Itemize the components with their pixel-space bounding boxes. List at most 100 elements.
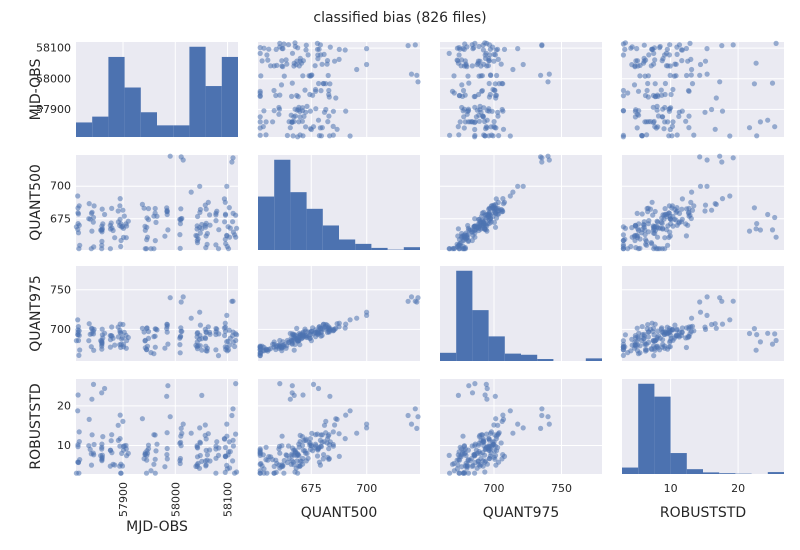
scatter-point bbox=[139, 201, 145, 207]
scatter-point bbox=[477, 58, 483, 64]
scatter-point bbox=[123, 345, 129, 351]
scatter-point bbox=[207, 212, 213, 218]
scatter-point bbox=[620, 242, 627, 248]
scatter-point bbox=[772, 331, 778, 337]
scatter-point bbox=[697, 309, 704, 315]
scatter-point bbox=[491, 422, 497, 428]
scatter-point bbox=[330, 443, 336, 449]
scatter-point bbox=[634, 46, 640, 52]
scatter-point bbox=[687, 40, 693, 47]
scatter-point bbox=[515, 421, 521, 427]
scatter-point bbox=[465, 73, 471, 79]
scatter-point bbox=[510, 430, 516, 436]
scatter-point bbox=[199, 347, 205, 353]
scatter-point bbox=[300, 334, 306, 340]
scatter-point bbox=[107, 246, 113, 252]
scatter-point bbox=[257, 114, 263, 120]
scatter-point bbox=[683, 45, 690, 52]
scatter-point bbox=[499, 80, 505, 87]
scatter-point bbox=[232, 470, 238, 476]
scatter-point bbox=[300, 330, 306, 336]
scatter-point bbox=[484, 40, 490, 47]
scatter-point bbox=[769, 227, 776, 233]
scatter-point bbox=[469, 63, 475, 69]
scatter-point bbox=[469, 237, 475, 244]
scatter-point bbox=[310, 381, 317, 387]
scatter-point bbox=[657, 45, 663, 51]
scatter-point bbox=[717, 153, 723, 159]
scatter-point bbox=[314, 40, 320, 47]
scatter-point bbox=[658, 87, 664, 93]
scatter-point bbox=[662, 206, 668, 212]
scatter-point bbox=[99, 390, 105, 396]
scatter-point bbox=[704, 157, 710, 163]
scatter-point bbox=[364, 425, 370, 431]
scatter-point bbox=[472, 134, 478, 140]
scatter-point bbox=[316, 133, 322, 139]
scatter-point bbox=[276, 104, 282, 111]
scatter-point bbox=[283, 452, 289, 458]
scatter-point bbox=[148, 468, 154, 474]
scatter-point bbox=[686, 209, 692, 215]
scatter-point bbox=[632, 222, 639, 229]
scatter-point bbox=[89, 326, 95, 332]
scatter-point bbox=[277, 40, 283, 47]
scatter-point bbox=[316, 445, 322, 452]
scatter-point bbox=[257, 132, 263, 138]
scatter-point bbox=[188, 315, 194, 321]
scatter-point bbox=[263, 444, 269, 450]
scatter-point bbox=[336, 453, 342, 459]
scatter-point bbox=[620, 41, 627, 47]
scatter-point bbox=[652, 230, 658, 237]
scatter-point bbox=[545, 414, 551, 420]
scatter-point bbox=[77, 347, 83, 353]
scatter-point bbox=[652, 57, 658, 63]
scatter-point bbox=[164, 452, 170, 458]
scatter-point bbox=[230, 443, 236, 449]
scatter-point bbox=[456, 470, 462, 476]
scatter-point bbox=[203, 462, 209, 468]
scatter-point bbox=[717, 79, 723, 85]
scatter-point bbox=[746, 125, 753, 131]
scatter-point bbox=[90, 331, 97, 337]
scatter-point bbox=[679, 196, 686, 202]
scatter-point bbox=[471, 94, 477, 100]
scatter-point bbox=[478, 455, 484, 462]
scatter-point bbox=[686, 125, 692, 131]
scatter-point bbox=[261, 108, 267, 114]
scatter-point bbox=[263, 119, 269, 125]
scatter-point bbox=[477, 103, 483, 109]
scatter-point bbox=[99, 206, 105, 212]
scatter-point bbox=[637, 236, 643, 242]
scatter-point bbox=[642, 119, 648, 125]
scatter-point bbox=[297, 439, 303, 445]
scatter-point bbox=[704, 183, 710, 189]
y-tick-label: 20 bbox=[57, 399, 71, 412]
scatter-point bbox=[653, 246, 660, 252]
scatter-point bbox=[289, 119, 295, 125]
scatter-point bbox=[474, 450, 480, 456]
scatter-point bbox=[100, 221, 106, 227]
scatter-point bbox=[620, 134, 627, 140]
scatter-point bbox=[668, 217, 674, 223]
histogram-bar bbox=[622, 467, 639, 474]
scatter-point bbox=[673, 209, 679, 215]
scatter-point bbox=[152, 456, 158, 462]
scatter-point bbox=[751, 205, 758, 211]
scatter-point bbox=[476, 442, 482, 448]
scatter-point bbox=[307, 335, 313, 341]
scatter-point bbox=[207, 447, 213, 453]
scatter-point bbox=[704, 312, 710, 318]
scatter-point bbox=[482, 469, 488, 475]
scatter-point bbox=[283, 57, 289, 63]
scatter-point bbox=[666, 327, 673, 333]
scatter-point bbox=[415, 414, 421, 420]
panel-mjd-obs-vs-quant975 bbox=[440, 40, 602, 140]
scatter-point bbox=[689, 315, 695, 321]
scatter-point bbox=[118, 237, 124, 244]
y-tick-label: 675 bbox=[50, 212, 71, 225]
scatter-point bbox=[283, 345, 289, 351]
scatter-point bbox=[662, 80, 669, 87]
scatter-point bbox=[332, 422, 338, 428]
scatter-point bbox=[663, 50, 670, 56]
